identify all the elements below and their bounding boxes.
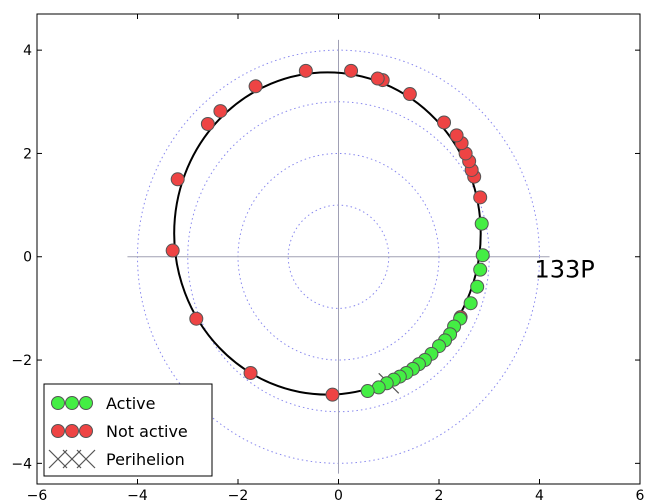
not-active-point (449, 128, 464, 143)
legend-label: Not active (106, 422, 188, 441)
legend-items: Active Not active Perihelion (48, 394, 188, 469)
not-active-point (473, 190, 488, 205)
x-tick-label: 4 (535, 488, 544, 502)
not-active-point (344, 63, 359, 78)
not-active-point (243, 365, 258, 380)
y-tick-label: 0 (23, 250, 32, 266)
y-tick-label: −2 (11, 353, 32, 369)
active-point (475, 248, 490, 263)
not-active-point (189, 311, 204, 326)
active-point (473, 262, 488, 277)
x-tick-label: 6 (636, 488, 645, 502)
x-tick-label: −6 (27, 488, 48, 502)
active-point (474, 216, 489, 231)
data-points (165, 63, 490, 402)
legend-label: Perihelion (106, 450, 185, 469)
x-tick-label: −2 (228, 488, 249, 502)
legend-perihelion-symbol (62, 449, 82, 469)
not-active-point (370, 71, 385, 86)
not-active-point (213, 104, 228, 119)
legend-symbol (79, 424, 93, 438)
legend-perihelion-symbol (48, 449, 68, 469)
x-tick-label: −4 (127, 488, 148, 502)
legend-symbol (51, 424, 65, 438)
legend-perihelion-symbol (76, 449, 96, 469)
legend-symbol (65, 396, 79, 410)
not-active-point (402, 87, 417, 102)
active-point (360, 384, 375, 399)
not-active-point (325, 387, 340, 402)
active-point (463, 296, 478, 311)
axis-ticks: −6 −4 −2 0 2 4 6 −4 −2 0 2 4 (11, 14, 645, 502)
y-tick-label: 4 (23, 43, 32, 59)
comet-label: 133P (534, 255, 594, 283)
legend: Active Not active Perihelion (43, 383, 213, 477)
not-active-point (165, 243, 180, 258)
y-tick-label: −4 (11, 456, 32, 472)
x-tick-label: 2 (435, 488, 444, 502)
not-active-point (248, 79, 263, 94)
active-point (470, 279, 485, 294)
not-active-point (298, 63, 313, 78)
not-active-point (170, 172, 185, 187)
y-tick-label: 2 (23, 146, 32, 162)
not-active-point (200, 117, 215, 132)
x-tick-label: 0 (334, 488, 343, 502)
legend-symbol (51, 396, 65, 410)
legend-symbol (79, 396, 93, 410)
legend-symbol (65, 424, 79, 438)
legend-label: Active (106, 394, 156, 413)
not-active-point (437, 115, 452, 130)
